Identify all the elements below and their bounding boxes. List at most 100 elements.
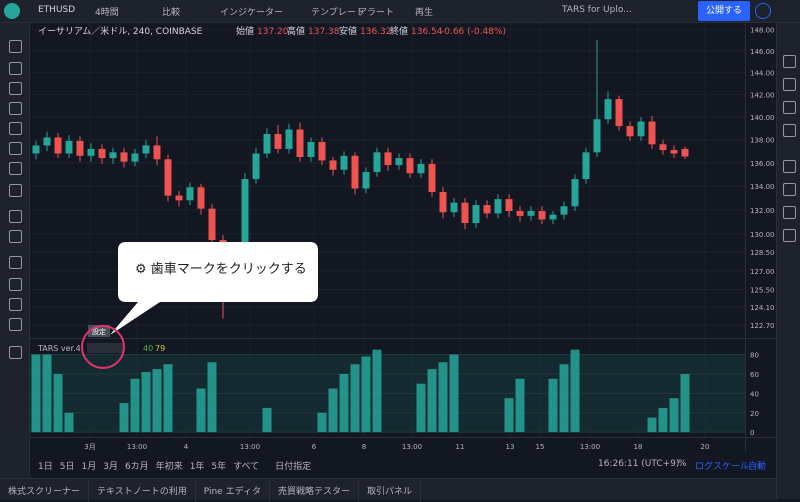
callout-text: ⚙ 歯車マークをクリックする	[135, 262, 307, 277]
candle-body	[571, 179, 579, 207]
tool-icon[interactable]	[9, 122, 22, 135]
x-tick-label: 20	[701, 443, 710, 451]
indicator-bar	[570, 349, 580, 433]
indicator-bar	[196, 388, 206, 433]
panel-icon[interactable]	[783, 160, 796, 173]
panel-icon[interactable]	[783, 183, 796, 196]
highlight-circle	[81, 325, 125, 369]
tool-icon[interactable]	[9, 210, 22, 223]
toolbar-item[interactable]: アラート	[358, 8, 395, 18]
candle-body	[153, 145, 161, 160]
auto-toggle[interactable]: 自動	[748, 462, 767, 472]
tool-icon[interactable]	[9, 256, 22, 269]
y-tick-label: 134.00	[750, 183, 775, 191]
footer-tab[interactable]: テキストノートの利用	[89, 479, 196, 502]
panel-icon[interactable]	[783, 229, 796, 242]
indicator-bar	[449, 354, 459, 433]
footer-tab[interactable]: 売買戦略テスター	[270, 479, 359, 502]
candle-body	[164, 159, 172, 196]
range-button[interactable]: 5年	[211, 462, 227, 472]
tool-icon[interactable]	[9, 102, 22, 115]
candle-body	[340, 155, 348, 170]
candle-body	[659, 144, 667, 151]
toolbar-item[interactable]: インジケーター	[220, 8, 284, 18]
tool-icon[interactable]	[9, 318, 22, 331]
footer-tabs: 株式スクリーナー テキストノートの利用 Pine エディタ 売買戦略テスター 取引パネル	[0, 478, 776, 502]
indicator-buttons[interactable]	[87, 343, 123, 353]
candle-body	[483, 205, 491, 214]
tool-icon[interactable]	[9, 184, 22, 197]
y-tick-label: 132.00	[750, 207, 775, 215]
range-button[interactable]: 6カ月	[124, 462, 149, 472]
tool-icon[interactable]	[9, 230, 22, 243]
indicator-bar	[339, 373, 349, 433]
indicator-bar	[262, 407, 272, 433]
panel-icon[interactable]	[783, 78, 796, 91]
indicator-bar	[647, 417, 657, 433]
candle-body	[648, 121, 656, 145]
tool-icon[interactable]	[9, 162, 22, 175]
indicator-bar	[119, 403, 129, 433]
indicator-bar	[42, 354, 52, 433]
candle-body	[208, 208, 216, 241]
range-button[interactable]: 日付指定	[275, 462, 312, 472]
y-tick-label: 130.00	[750, 231, 775, 239]
tool-icon[interactable]	[9, 142, 22, 155]
tool-icon[interactable]	[9, 82, 22, 95]
publish-button[interactable]: 公開する	[698, 1, 750, 21]
log-toggle[interactable]: ログスケール	[695, 462, 750, 472]
range-button[interactable]: 1日	[38, 462, 53, 472]
symbol[interactable]: ETHUSD	[38, 5, 76, 15]
footer-tab[interactable]: 取引パネル	[359, 479, 421, 502]
callout-box	[110, 242, 318, 335]
range-button[interactable]: 5日	[59, 462, 75, 472]
candle-body	[186, 187, 194, 201]
candle-body	[43, 137, 51, 146]
candle-body	[384, 152, 392, 166]
range-button[interactable]: 1年	[189, 462, 205, 472]
candle-body	[461, 202, 469, 224]
indicator-bar	[350, 364, 360, 433]
tool-icon[interactable]	[9, 346, 22, 359]
candle-body	[626, 126, 634, 137]
y-tick-label: 40	[750, 390, 759, 398]
range-button[interactable]: 年初来	[155, 462, 183, 472]
toolbar-item[interactable]: 比較	[162, 8, 181, 18]
top-toolbar: ETHUSD 4時間 比較 インジケーター テンプレート アラート 再生 TAR…	[0, 0, 800, 23]
range-button[interactable]: すべて	[233, 462, 260, 472]
range-button[interactable]: 3月	[103, 462, 118, 472]
x-tick-label: 13:00	[580, 443, 600, 451]
candle-body	[505, 199, 513, 212]
range-button[interactable]: 1月	[81, 462, 97, 472]
candle-body	[527, 211, 535, 216]
indicator-bar	[141, 372, 151, 433]
y-tick-label: 138.00	[750, 137, 775, 145]
legend-value: 137.20	[257, 27, 289, 37]
interval[interactable]: 4時間	[95, 8, 119, 18]
x-tick-label: 11	[456, 443, 465, 451]
legend-change: -0.66 (-0.48%)	[441, 27, 506, 37]
candle-body	[307, 142, 315, 157]
account[interactable]: TARS for Uplo...	[562, 5, 632, 15]
footer-tab[interactable]: Pine エディタ	[196, 479, 270, 502]
logo[interactable]	[4, 3, 20, 19]
tool-icon[interactable]	[9, 298, 22, 311]
y-tick-label: 60	[750, 371, 759, 379]
indicator-bar	[317, 412, 327, 433]
candle-body	[351, 155, 359, 189]
footer-tab[interactable]: 株式スクリーナー	[0, 479, 90, 502]
toolbar-item[interactable]: 再生	[415, 8, 434, 18]
panel-icon[interactable]	[783, 55, 796, 68]
panel-icon[interactable]	[783, 101, 796, 114]
play-button[interactable]	[755, 3, 771, 19]
percent-toggle[interactable]: %	[678, 459, 687, 469]
tool-icon[interactable]	[9, 62, 22, 75]
panel-icon[interactable]	[783, 124, 796, 137]
tool-icon[interactable]	[9, 40, 22, 53]
y-tick-label: 146.00	[750, 48, 775, 56]
candle-body	[241, 179, 249, 254]
tool-icon[interactable]	[9, 278, 22, 291]
panel-icon[interactable]	[783, 206, 796, 219]
candle-body	[637, 121, 645, 137]
toolbar-item[interactable]: テンプレート	[311, 8, 365, 18]
